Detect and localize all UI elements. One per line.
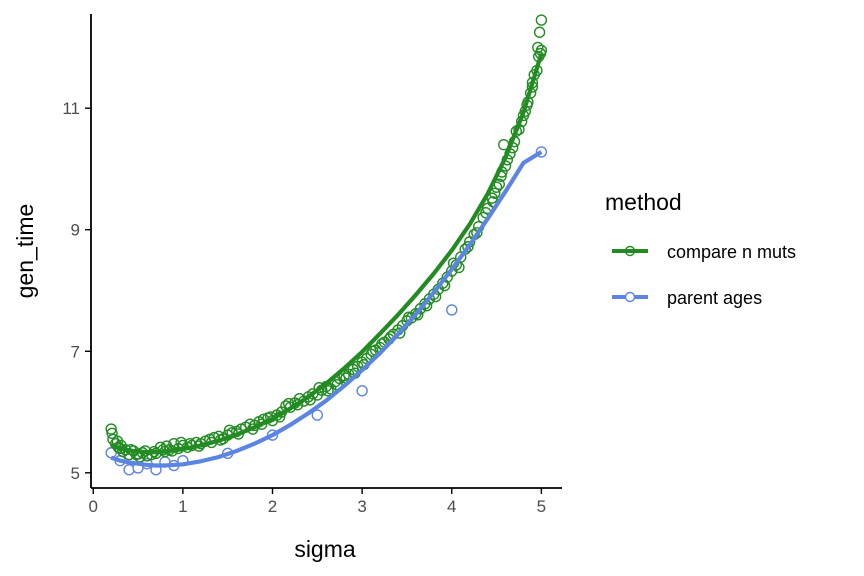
- x-tick-label: 5: [537, 497, 546, 516]
- series-parent-ages-points: [105, 146, 548, 476]
- x-tick-label: 0: [89, 497, 98, 516]
- legend-item-compare-n-muts: compare n muts: [612, 242, 796, 262]
- y-tick-label: 7: [71, 342, 80, 361]
- legend-item-parent-ages: parent ages: [612, 288, 762, 308]
- data-point-compare-n-muts: [535, 14, 548, 26]
- data-point-parent-ages: [446, 304, 458, 316]
- data-point-compare-n-muts: [145, 448, 158, 461]
- x-axis-title: sigma: [294, 536, 356, 562]
- data-point-parent-ages: [123, 464, 135, 476]
- data-point-compare-n-muts: [532, 41, 544, 54]
- data-point-compare-n-muts: [533, 26, 546, 38]
- legend-key-marker-compare-n-muts: [624, 245, 636, 257]
- x-tick-label: 1: [178, 497, 187, 516]
- y-tick-label: 5: [71, 464, 80, 483]
- legend-key-marker-parent-ages: [624, 291, 636, 303]
- axis-ticks: 0 1 2 3 4 5 5 7 9 11: [62, 99, 546, 516]
- y-axis-title: gen_time: [12, 204, 38, 299]
- data-point-compare-n-muts: [394, 327, 406, 339]
- plot-area: [105, 14, 548, 476]
- axes: [90, 14, 562, 489]
- fit-line-compare-n-muts: [110, 52, 544, 455]
- data-point-compare-n-muts: [367, 345, 379, 357]
- data-point-parent-ages: [356, 385, 368, 397]
- fit-line-parent-ages: [110, 150, 543, 468]
- data-point-compare-n-muts: [322, 385, 334, 397]
- legend-label-compare-n-muts: compare n muts: [667, 242, 796, 262]
- y-tick-label: 9: [71, 221, 80, 240]
- x-tick-label: 3: [357, 497, 366, 516]
- data-point-parent-ages: [311, 409, 324, 421]
- legend-title: method: [605, 189, 682, 215]
- legend-label-parent-ages: parent ages: [667, 288, 762, 308]
- x-tick-label: 4: [447, 497, 456, 516]
- series-compare-n-muts-points: [105, 14, 548, 463]
- y-tick-label: 11: [62, 99, 80, 118]
- data-point-compare-n-muts: [106, 427, 118, 440]
- data-point-compare-n-muts: [462, 241, 474, 253]
- legend: method compare n muts parent ages: [605, 189, 796, 308]
- x-tick-label: 2: [268, 497, 277, 516]
